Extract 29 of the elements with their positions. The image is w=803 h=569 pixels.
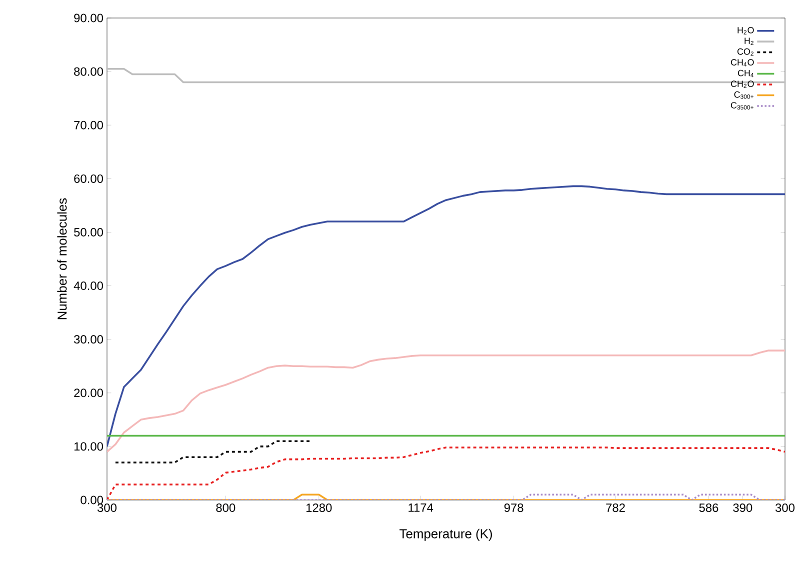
legend-label: CH$_{4}$O	[730, 59, 754, 66]
x-tick-label: 978	[504, 504, 524, 512]
x-tick-label: 390	[733, 504, 752, 512]
legend-label: C$_{300+}$	[734, 91, 754, 99]
x-tick-label: 300	[97, 504, 117, 512]
x-tick-label: 1280	[306, 504, 332, 512]
x-tick-label: 782	[606, 504, 625, 512]
legend-label: C$_{3500+}$	[730, 102, 754, 110]
y-tick-label: 0.00	[80, 496, 104, 504]
legend-label: CH$_{2}$O	[730, 80, 754, 88]
y-tick-label: 70.00	[74, 120, 104, 130]
y-tick-label: 30.00	[74, 335, 104, 344]
x-tick-label: 800	[216, 504, 236, 512]
y-tick-label: 50.00	[74, 228, 104, 236]
y-tick-label: 60.00	[74, 174, 104, 183]
y-tick-label: 20.00	[74, 388, 104, 398]
legend-label: CH$_{4}$	[738, 70, 754, 78]
x-tick-label: 1174	[408, 504, 434, 512]
y-tick-label: 80.00	[74, 67, 104, 76]
legend-label: H$_{2}$	[744, 38, 754, 45]
x-tick-label: 300	[775, 504, 795, 512]
x-axis-title: Temperature (K)	[400, 528, 492, 541]
legend-label: CO$_{2}$	[737, 48, 754, 56]
y-axis-title: Number of molecules	[57, 198, 67, 320]
y-tick-label: 10.00	[74, 442, 104, 451]
y-tick-label: 90.00	[74, 14, 104, 22]
x-tick-label: 586	[699, 504, 718, 512]
y-tick-label: 40.00	[74, 282, 104, 290]
legend-label: H$_{2}$O	[738, 27, 754, 34]
